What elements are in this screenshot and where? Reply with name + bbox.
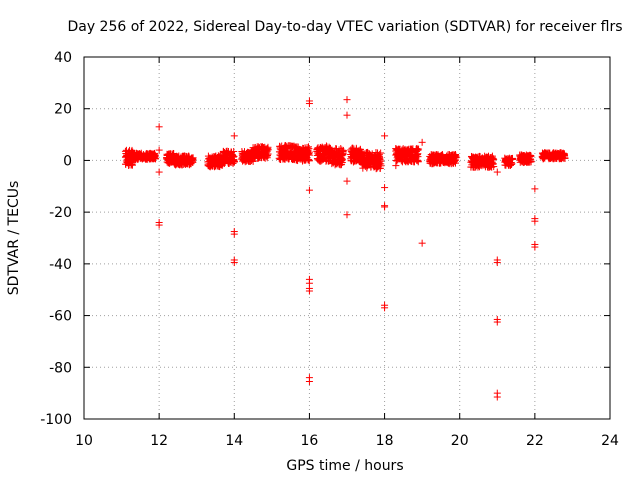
data-point — [264, 150, 272, 158]
x-tick-label: 24 — [601, 433, 619, 449]
chart-title: Day 256 of 2022, Sidereal Day-to-day VTE… — [67, 19, 622, 35]
data-point — [263, 152, 271, 160]
y-tick-label: -20 — [49, 205, 72, 221]
outlier-point — [493, 168, 501, 176]
data-point — [377, 149, 385, 157]
data-point — [339, 148, 347, 156]
outlier-point — [155, 168, 163, 176]
outlier-point — [343, 177, 351, 185]
data-point — [338, 160, 346, 168]
data-point — [560, 150, 568, 158]
data-point — [414, 157, 422, 165]
outlier-point — [418, 239, 426, 247]
x-tick-label: 14 — [225, 433, 243, 449]
x-tick-label: 20 — [451, 433, 469, 449]
outlier-point — [230, 132, 238, 140]
outlier-point — [381, 184, 389, 192]
outlier-point — [343, 211, 351, 219]
x-tick-label: 16 — [301, 433, 319, 449]
y-tick-label: -40 — [49, 257, 72, 273]
outlier-point — [381, 203, 389, 211]
data-point — [452, 154, 460, 162]
y-tick-label: 0 — [63, 153, 72, 169]
data-point — [230, 158, 238, 166]
data-point — [264, 143, 272, 151]
data-points-layer — [121, 96, 569, 401]
outlier-point — [155, 146, 163, 154]
outlier-point — [381, 132, 389, 140]
y-tick-label: 20 — [54, 102, 72, 118]
outlier-point — [305, 186, 313, 194]
x-tick-label: 22 — [526, 433, 544, 449]
y-tick-label: -100 — [40, 412, 72, 428]
outlier-point — [418, 138, 426, 146]
outlier-point — [155, 123, 163, 131]
data-point — [189, 156, 197, 164]
data-point — [305, 148, 313, 156]
outlier-point — [305, 100, 313, 108]
outlier-point — [531, 243, 539, 251]
outlier-point — [230, 259, 238, 267]
data-point — [508, 154, 516, 162]
outlier-point — [305, 378, 313, 386]
plot-area-frame — [83, 56, 611, 420]
outlier-point — [155, 221, 163, 229]
x-tick-label: 12 — [150, 433, 168, 449]
y-tick-label: -60 — [49, 309, 72, 325]
outlier-point — [531, 217, 539, 225]
x-axis-label: GPS time / hours — [286, 458, 403, 474]
y-axis-label: SDTVAR / TECUs — [6, 181, 22, 296]
outlier-point — [230, 230, 238, 238]
outlier-point — [381, 304, 389, 312]
data-point — [305, 145, 313, 153]
x-tick-label: 10 — [75, 433, 93, 449]
y-tick-label: -80 — [49, 360, 72, 376]
outlier-point — [493, 318, 501, 326]
data-point — [151, 151, 159, 159]
data-point — [377, 160, 385, 168]
data-point — [490, 163, 498, 171]
outlier-point — [343, 96, 351, 104]
outlier-point — [305, 287, 313, 295]
outlier-point — [392, 162, 400, 170]
y-tick-label: 40 — [54, 50, 72, 66]
data-point — [415, 145, 423, 153]
grid-layer — [84, 57, 610, 419]
x-tick-label: 18 — [376, 433, 394, 449]
outlier-point — [343, 111, 351, 119]
outlier-point — [531, 185, 539, 193]
data-point — [489, 155, 497, 163]
data-point — [527, 152, 535, 160]
outlier-point — [493, 259, 501, 267]
tick-layer: 10 12 14 16 18 20 22 24 -100 -80 -60 -40 -20 0 20 40 — [40, 50, 619, 449]
data-point — [414, 146, 422, 154]
data-point — [561, 154, 569, 162]
data-point — [305, 157, 313, 165]
outlier-point — [493, 393, 501, 401]
